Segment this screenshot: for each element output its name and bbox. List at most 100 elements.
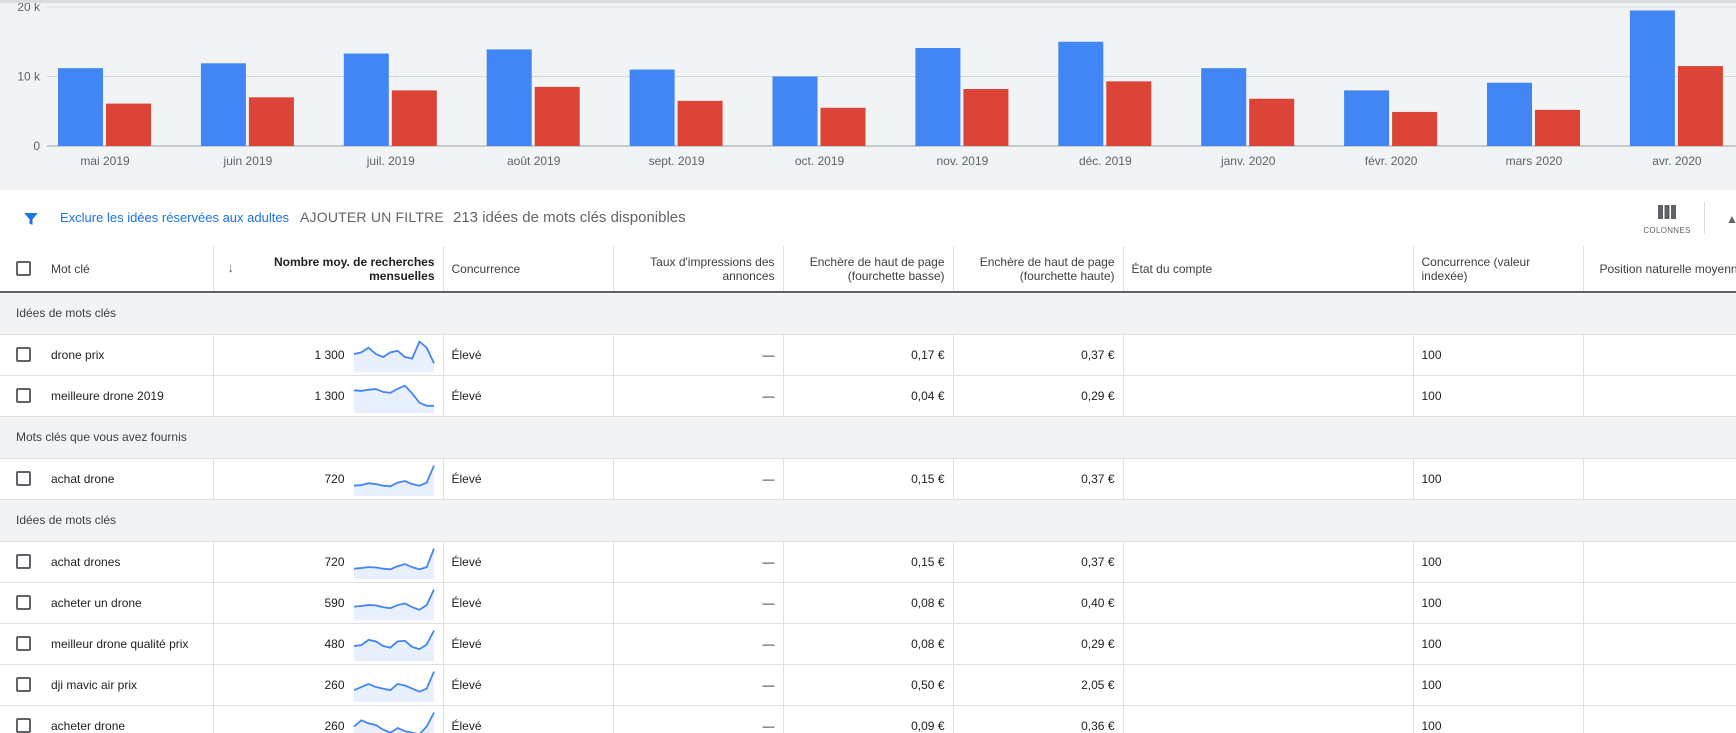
bid-high-cell: 0,29 € — [953, 623, 1124, 664]
impression-share-cell: — — [613, 582, 784, 623]
account-status-cell — [1123, 705, 1414, 733]
sparkline-area — [353, 548, 434, 579]
table-row[interactable]: achat drones 720 Élevé —0,15 €0,37 € 100 — [0, 541, 1736, 582]
header-volume[interactable]: ↓ Nombre moy. de recherches mensuelles — [213, 246, 444, 292]
keyword-cell: achat drone — [0, 458, 214, 499]
x-tick-label: mars 2020 — [1506, 154, 1563, 168]
x-tick-label: févr. 2020 — [1365, 154, 1418, 168]
row-checkbox[interactable] — [16, 388, 31, 404]
organic-position-cell — [1583, 375, 1736, 416]
trend-sparkline — [353, 670, 435, 702]
account-status-cell — [1123, 623, 1414, 664]
competition-index-cell: 100 — [1413, 458, 1584, 499]
row-checkbox[interactable] — [16, 718, 31, 733]
ideas-count: 213 idées de mots clés disponibles — [453, 209, 686, 226]
account-status-cell — [1123, 334, 1414, 375]
account-status-cell — [1123, 664, 1414, 705]
bid-high-cell: 0,36 € — [953, 705, 1124, 733]
bid-high-cell: 2,05 € — [953, 664, 1124, 705]
bar — [1535, 109, 1580, 146]
sparkline-area — [353, 671, 434, 702]
trend-sparkline — [353, 339, 435, 372]
volume-value: 480 — [324, 636, 345, 651]
header-account-status[interactable]: État du compte — [1123, 246, 1414, 292]
table-row[interactable]: drone prix 1 300 Élevé —0,17 €0,37 € 100 — [0, 334, 1736, 375]
organic-position-cell — [1583, 458, 1736, 499]
x-tick-label: janv. 2020 — [1220, 154, 1276, 168]
sparkline-area — [353, 385, 434, 413]
competition-index-cell: 100 — [1413, 664, 1584, 705]
volume-value: 260 — [324, 677, 345, 692]
table-body: Idées de mots clés drone prix 1 300 Élevé —0… — [0, 292, 1736, 733]
bid-low-cell: 0,15 € — [783, 541, 954, 582]
y-tick-label: 0 — [33, 139, 40, 153]
row-checkbox[interactable] — [16, 554, 31, 570]
expand-icon[interactable]: ▲ — [1726, 212, 1736, 226]
row-checkbox[interactable] — [16, 595, 31, 611]
keyword-cell: meilleur drone qualité prix — [0, 623, 214, 664]
bar — [1106, 81, 1152, 146]
bar — [772, 76, 818, 146]
table-row[interactable]: meilleur drone qualité prix 480 Élevé —0,08… — [0, 623, 1736, 664]
table-row[interactable]: meilleure drone 2019 1 300 Élevé —0,04 €0,2… — [0, 375, 1736, 416]
keyword-text: drone prix — [51, 347, 105, 362]
columns-icon — [1658, 205, 1676, 219]
table-row[interactable]: achat drone 720 Élevé —0,15 €0,37 € 100 — [0, 458, 1736, 499]
keyword-ideas-table: Mot clé ↓ Nombre moy. de recherches mensu… — [0, 246, 1736, 733]
row-checkbox[interactable] — [16, 347, 31, 363]
volume-cell: 1 300 — [213, 375, 444, 416]
account-status-cell — [1123, 375, 1414, 416]
header-bid-high[interactable]: Enchère de haut de page (fourchette haut… — [953, 246, 1124, 292]
group-row: Mots clés que vous avez fournis — [0, 416, 1736, 458]
competition-index-cell: 100 — [1413, 334, 1584, 375]
monthly-searches-chart: 0 10 k 20 k mai 2019 juin 2019 juil. 2019 août… — [0, 0, 1736, 190]
volume-cell: 260 — [213, 705, 444, 733]
keyword-text: meilleur drone qualité prix — [51, 636, 189, 651]
bid-high-cell: 0,40 € — [953, 582, 1124, 623]
keyword-cell: acheter un drone — [0, 582, 214, 623]
add-filter-button[interactable]: AJOUTER UN FILTRE — [300, 209, 444, 225]
competition-cell: Élevé — [443, 375, 614, 416]
table-row[interactable]: dji mavic air prix 260 Élevé —0,50 €2,05 € 1… — [0, 664, 1736, 705]
organic-position-cell — [1583, 541, 1736, 582]
header-bid-low[interactable]: Enchère de haut de page (fourchette bass… — [783, 246, 954, 292]
volume-cell: 480 — [213, 623, 444, 664]
bid-high-cell: 0,37 € — [953, 541, 1124, 582]
account-status-cell — [1123, 458, 1414, 499]
x-tick-label: juin 2019 — [223, 154, 273, 168]
header-competition-index[interactable]: Concurrence (valeur indexée) — [1413, 246, 1584, 292]
columns-button[interactable]: COLONNES — [1632, 200, 1702, 242]
exclude-adult-ideas-link[interactable]: Exclure les idées réservées aux adultes — [60, 210, 290, 225]
table-row[interactable]: acheter un drone 590 Élevé —0,08 €0,40 € 100 — [0, 582, 1736, 623]
bid-low-cell: 0,09 € — [783, 705, 954, 733]
keyword-text: achat drone — [51, 471, 115, 486]
bid-low-cell: 0,15 € — [783, 458, 954, 499]
filter-icon[interactable] — [22, 210, 40, 228]
sort-down-arrow-icon[interactable]: ↓ — [227, 259, 235, 275]
sparkline-line — [352, 711, 435, 733]
header-organic-position[interactable]: Position naturelle moyenne — [1583, 246, 1736, 292]
bar — [486, 49, 532, 146]
bar — [1344, 90, 1390, 146]
bar — [343, 53, 389, 146]
volume-cell: 260 — [213, 664, 444, 705]
select-all-checkbox[interactable] — [16, 261, 31, 277]
header-competition[interactable]: Concurrence — [443, 246, 614, 292]
volume-cell: 720 — [213, 541, 444, 582]
bar — [248, 97, 294, 146]
header-impression-share[interactable]: Taux d'impressions des annonces — [613, 246, 784, 292]
table-row[interactable]: acheter drone 260 Élevé —0,09 €0,36 € 100 — [0, 705, 1736, 733]
volume-cell: 1 300 — [213, 334, 444, 375]
sparkline-area — [353, 589, 434, 620]
table-header-row: Mot clé ↓ Nombre moy. de recherches mensu… — [0, 246, 1736, 292]
header-keyword[interactable]: Mot clé — [0, 246, 214, 292]
volume-value: 260 — [324, 718, 345, 733]
row-checkbox[interactable] — [16, 636, 31, 652]
row-checkbox[interactable] — [16, 471, 31, 487]
sparkline-line — [353, 670, 435, 693]
sparkline-line — [353, 588, 435, 611]
row-checkbox[interactable] — [16, 677, 31, 693]
bid-low-cell: 0,08 € — [783, 623, 954, 664]
x-tick-label: mai 2019 — [80, 154, 130, 168]
bar — [677, 100, 723, 146]
